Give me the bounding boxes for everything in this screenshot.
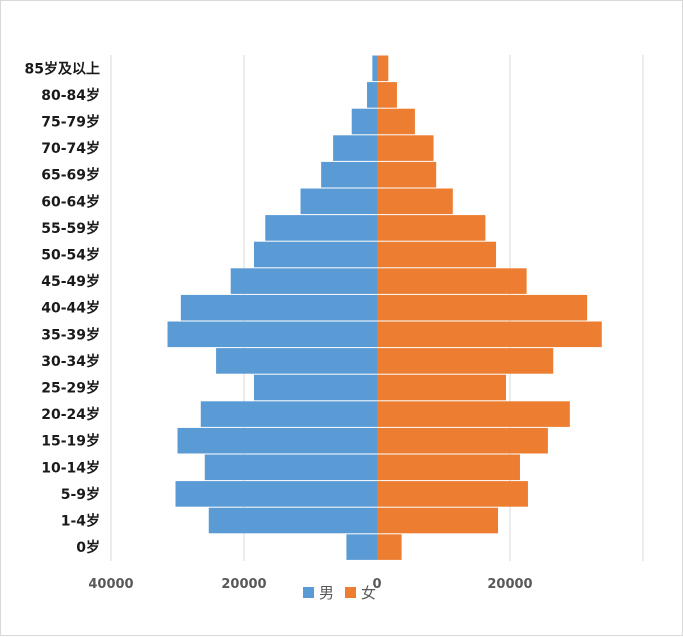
- bar-female: [377, 135, 434, 161]
- bar-male: [204, 454, 377, 481]
- bar-female: [377, 188, 453, 215]
- bar-female: [377, 294, 588, 321]
- bar-male: [175, 481, 377, 507]
- bar-male: [230, 268, 377, 294]
- bar-male: [253, 374, 377, 401]
- bar-male: [300, 188, 377, 215]
- bar-female: [377, 507, 499, 534]
- bar-female: [377, 82, 397, 108]
- x-tick-label: 0: [372, 577, 381, 592]
- bar-female: [377, 321, 602, 348]
- bar-male: [177, 427, 377, 454]
- category-labels: 85岁及以上 80-84岁 75-79岁 70-74岁 65-69岁 60-64岁 55-5…: [25, 60, 100, 556]
- legend-swatch-female: [345, 587, 356, 598]
- bar-male: [351, 108, 377, 135]
- category-label: 45-49岁: [41, 273, 100, 290]
- legend-label-male: 男: [319, 584, 334, 602]
- bar-male: [321, 161, 377, 188]
- bar-male: [200, 401, 377, 427]
- bar-female: [377, 108, 415, 135]
- x-tick-label: 40000: [88, 577, 133, 592]
- x-tick-labels: 40000 20000 0 20000: [88, 577, 532, 592]
- category-label: 65-69岁: [41, 167, 100, 184]
- bar-male: [180, 294, 377, 321]
- category-label: 1-4岁: [61, 513, 100, 530]
- category-label: 75-79岁: [41, 114, 100, 131]
- category-label: 70-74岁: [41, 140, 100, 157]
- category-label: 0岁: [76, 539, 100, 556]
- legend-label-female: 女: [361, 584, 376, 602]
- category-label: 50-54岁: [41, 247, 100, 264]
- category-label: 55-59岁: [41, 220, 100, 237]
- category-label: 80-84岁: [41, 87, 100, 104]
- bar-male: [167, 321, 377, 348]
- bar-female: [377, 534, 402, 560]
- bar-female: [377, 481, 528, 507]
- bar-male: [333, 135, 377, 161]
- bar-male: [265, 215, 377, 241]
- bar-female: [377, 427, 548, 454]
- category-label: 5-9岁: [61, 486, 100, 503]
- category-label: 25-29岁: [41, 380, 100, 397]
- category-label: 30-34岁: [41, 353, 100, 370]
- bar-male: [346, 534, 377, 560]
- x-tick-label: 20000: [487, 577, 532, 592]
- category-label: 85岁及以上: [25, 60, 100, 77]
- bar-male: [208, 507, 377, 534]
- bar-male: [372, 55, 377, 82]
- bars: [167, 55, 602, 560]
- category-label: 20-24岁: [41, 406, 100, 423]
- category-label: 35-39岁: [41, 326, 100, 343]
- x-tick-label: 20000: [221, 577, 266, 592]
- category-label: 60-64岁: [41, 193, 100, 210]
- bar-female: [377, 215, 486, 241]
- bar-female: [377, 401, 570, 427]
- bar-female: [377, 161, 437, 188]
- bar-male: [216, 348, 377, 374]
- category-label: 15-19岁: [41, 433, 100, 450]
- legend-swatch-male: [303, 587, 314, 598]
- bar-female: [377, 374, 507, 401]
- bar-female: [377, 268, 527, 294]
- bar-female: [377, 241, 497, 268]
- bar-male: [253, 241, 377, 268]
- bar-female: [377, 348, 554, 374]
- bar-male: [367, 82, 377, 108]
- bar-female: [377, 454, 520, 481]
- legend: 男 女: [303, 584, 376, 602]
- category-label: 10-14岁: [41, 459, 100, 476]
- bar-female: [377, 55, 389, 82]
- category-label: 40-44岁: [41, 300, 100, 317]
